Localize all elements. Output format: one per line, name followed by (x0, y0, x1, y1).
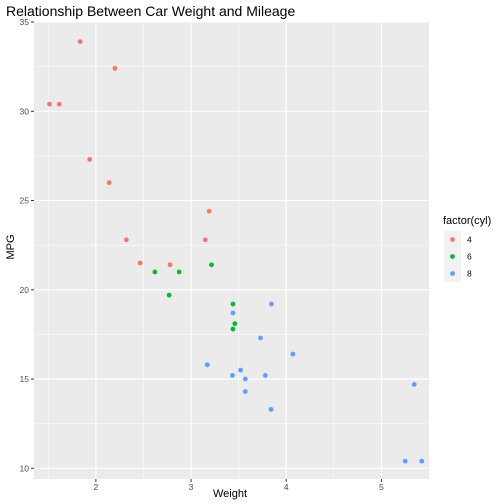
data-point-cyl-4 (137, 260, 143, 266)
data-point-cyl-4 (56, 101, 62, 107)
x-tick-label: 4 (284, 482, 289, 492)
legend-label: 8 (467, 269, 472, 279)
data-point-cyl-6 (176, 269, 182, 275)
data-point-cyl-8 (269, 301, 274, 307)
data-point-cyl-4 (206, 208, 212, 214)
data-point-cyl-6 (230, 326, 236, 332)
x-axis-title: Weight (213, 488, 247, 500)
y-axis-title: MPG (5, 234, 17, 259)
y-tick-label: 35 (20, 17, 30, 27)
data-point-cyl-4 (123, 237, 129, 243)
data-point-cyl-8 (290, 351, 296, 357)
plot-panel (34, 22, 429, 479)
x-tick-label: 5 (379, 482, 384, 492)
data-point-cyl-8 (238, 367, 243, 373)
x-tick-label: 2 (94, 482, 99, 492)
legend-key-point (450, 271, 455, 276)
y-tick-label: 25 (20, 196, 30, 206)
legend-title: factor(cyl) (443, 215, 491, 227)
data-point-cyl-8 (402, 458, 408, 464)
data-point-cyl-8 (268, 406, 274, 412)
data-point-cyl-8 (242, 376, 248, 382)
data-point-cyl-6 (230, 301, 236, 307)
data-point-cyl-4 (77, 39, 83, 45)
data-point-cyl-6 (209, 262, 214, 268)
legend-key-point (450, 254, 455, 259)
data-point-cyl-4 (87, 157, 93, 162)
data-point-cyl-4 (202, 237, 208, 243)
legend-label: 4 (467, 235, 472, 245)
data-point-cyl-4 (47, 101, 52, 107)
y-tick-label: 30 (20, 106, 30, 116)
data-point-cyl-4 (167, 262, 173, 268)
axes: 2 3 4 5 10 15 20 25 30 35 (20, 17, 385, 492)
y-tick-label: 20 (20, 285, 30, 295)
data-point-cyl-8 (230, 373, 235, 378)
data-point-cyl-8 (262, 373, 268, 378)
data-point-cyl-8 (258, 335, 263, 341)
data-points (47, 39, 425, 464)
legend-key-point (450, 237, 455, 242)
x-tick-label: 3 (189, 482, 194, 492)
data-point-cyl-6 (166, 292, 172, 298)
data-point-cyl-8 (242, 389, 248, 394)
data-point-cyl-8 (411, 381, 417, 387)
legend: factor(cyl) 4 6 8 (443, 215, 491, 282)
data-point-cyl-8 (230, 310, 236, 316)
data-point-cyl-6 (152, 269, 158, 275)
data-point-cyl-8 (204, 362, 210, 368)
chart-title: Relationship Between Car Weight and Mile… (6, 3, 295, 19)
legend-label: 6 (467, 252, 472, 262)
data-point-cyl-8 (419, 458, 425, 464)
y-tick-label: 10 (20, 463, 30, 473)
data-point-cyl-6 (232, 321, 238, 327)
y-tick-label: 15 (20, 374, 30, 384)
data-point-cyl-4 (112, 66, 118, 71)
data-point-cyl-4 (106, 180, 112, 186)
grid-lines (34, 21, 429, 479)
